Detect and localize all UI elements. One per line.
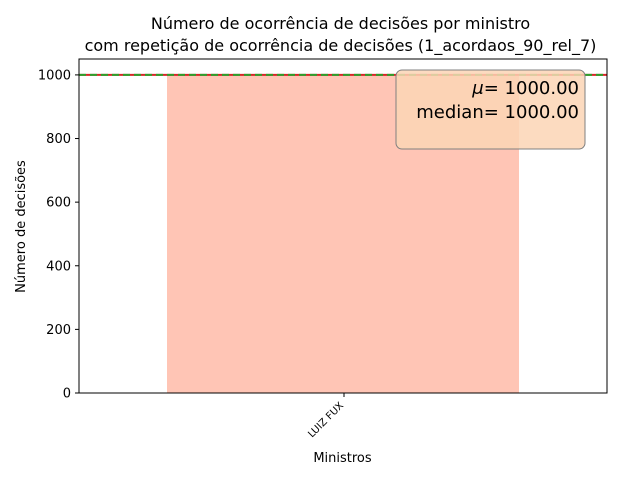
x-axis-label: Ministros — [313, 451, 372, 466]
y-tick-label-2: 400 — [46, 259, 71, 274]
plot-frame — [78, 58, 608, 394]
stats-legend-box: μ= 1000.00 median= 1000.00 — [395, 69, 586, 150]
stats-median-line: median= 1000.00 — [416, 102, 579, 123]
median-value-text: = 1000.00 — [484, 102, 579, 123]
mean-symbol: μ — [471, 78, 483, 99]
y-axis-label: Número de decisões — [14, 160, 29, 293]
mean-value-text: = 1000.00 — [484, 78, 579, 99]
y-tick-label-4: 800 — [46, 132, 71, 147]
y-tick-label-1: 200 — [46, 323, 71, 338]
stats-legend-background — [395, 69, 586, 150]
chart-title-line-2: com repetição de ocorrência de decisões … — [85, 36, 597, 56]
median-label: median — [416, 102, 483, 123]
y-tick-label-0: 0 — [63, 387, 71, 402]
y-tick-label-5: 1000 — [38, 68, 71, 83]
y-tick-label-3: 600 — [46, 196, 71, 211]
chart-title-line-1: Número de ocorrência de decisões por min… — [151, 14, 530, 33]
stats-mean-line: μ= 1000.00 — [471, 78, 579, 99]
